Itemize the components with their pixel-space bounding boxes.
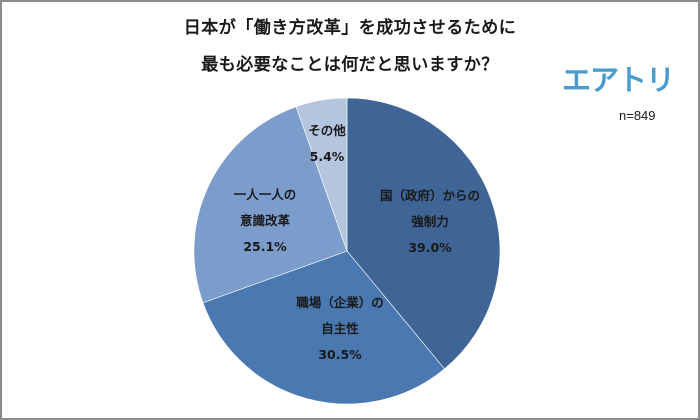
brand-logo-text: エアトリ — [562, 63, 670, 96]
slice-label-value: 30.5% — [318, 347, 362, 362]
slice-label-value: 5.4% — [309, 149, 345, 164]
slice-label-workplace: 職場（企業）の 自主性 30.5% — [270, 290, 410, 368]
slice-label-line1: 一人一人の — [233, 187, 297, 202]
slice-label-government: 国（政府）からの 強制力 39.0% — [360, 183, 500, 261]
pie-slice-workplace-initiative — [202, 250, 445, 405]
chart-title-line2: 最も必要なことは何だと思いますか？ — [201, 55, 499, 75]
slice-label-other: その他 5.4% — [297, 118, 357, 170]
brand-logo: エアトリ — [562, 63, 670, 96]
slice-label-line1: 職場（企業）の — [296, 295, 384, 310]
slice-label-line2: 強制力 — [411, 214, 449, 229]
pie-slice-government-enforcement — [346, 97, 501, 370]
slice-label-line2: 自主性 — [321, 321, 359, 336]
slice-label-value: 39.0% — [408, 240, 452, 255]
slice-label-individual: 一人一人の 意識改革 25.1% — [215, 182, 315, 260]
pie-slice-individual-awareness — [193, 106, 348, 304]
slice-label-line1: 国（政府）からの — [379, 188, 480, 203]
slice-label-line2: 意識改革 — [239, 213, 290, 228]
sample-size-label: n=849 — [619, 108, 656, 123]
chart-title-line1: 日本が「働き方改革」を成功させるために — [183, 18, 517, 38]
pie-slice-other — [295, 97, 348, 252]
slice-label-line1: その他 — [308, 123, 346, 138]
slice-label-value: 25.1% — [243, 239, 287, 254]
